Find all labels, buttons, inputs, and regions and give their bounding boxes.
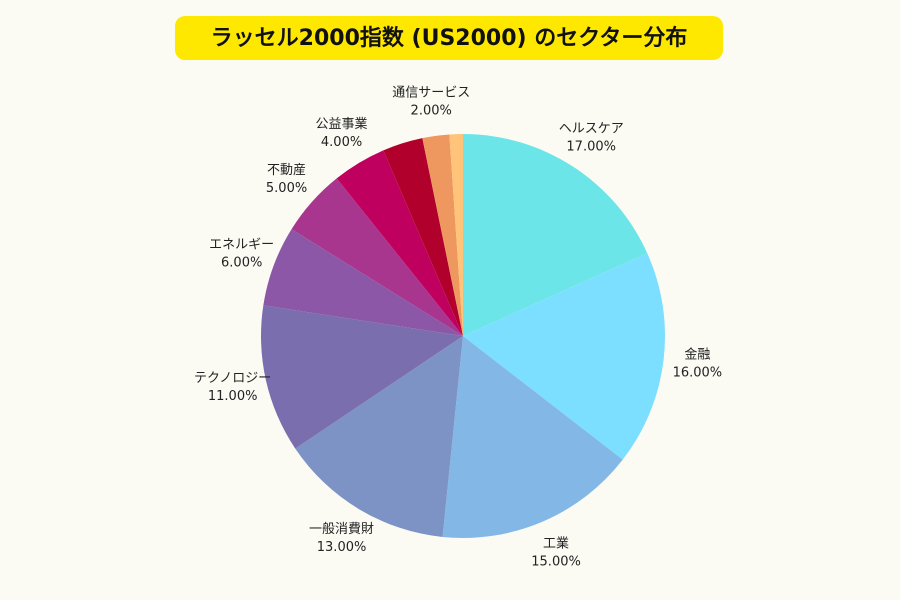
- slice-label: 一般消費財: [309, 521, 374, 537]
- pie-slice: [295, 336, 463, 537]
- pie-slice: [463, 253, 665, 460]
- slice-label: 不動産: [267, 162, 306, 178]
- pie-slice: [383, 138, 463, 336]
- value-label: 17.00%: [566, 139, 616, 154]
- pie-slice: [261, 305, 463, 449]
- slice-label: ヘルスケア: [559, 121, 624, 136]
- value-label: 5.00%: [266, 181, 307, 196]
- slice-label: テクノロジー: [194, 371, 271, 386]
- pie-slice: [263, 229, 463, 336]
- slice-label: 通信サービス: [392, 86, 470, 101]
- value-label: 11.00%: [208, 389, 258, 404]
- value-label: 4.00%: [321, 135, 362, 150]
- value-label: 16.00%: [673, 365, 723, 380]
- title-box: [175, 16, 723, 60]
- pie-slice: [442, 336, 623, 538]
- chart-title: ラッセル2000指数 (US2000) のセクター分布: [211, 25, 688, 51]
- pie-slice: [422, 134, 463, 336]
- value-label: 13.00%: [317, 540, 367, 555]
- slice-label: 工業: [543, 535, 569, 551]
- slice-label: 公益事業: [316, 116, 368, 132]
- value-label: 15.00%: [531, 554, 581, 569]
- pie-slice: [291, 178, 463, 336]
- pie-slice: [463, 134, 648, 336]
- value-label: 2.00%: [411, 104, 452, 119]
- slice-label: エネルギー: [209, 238, 274, 253]
- pie-slice: [449, 134, 463, 336]
- value-label: 6.00%: [221, 256, 262, 271]
- slice-label: 金融: [684, 346, 710, 362]
- pie-slice: [336, 150, 463, 336]
